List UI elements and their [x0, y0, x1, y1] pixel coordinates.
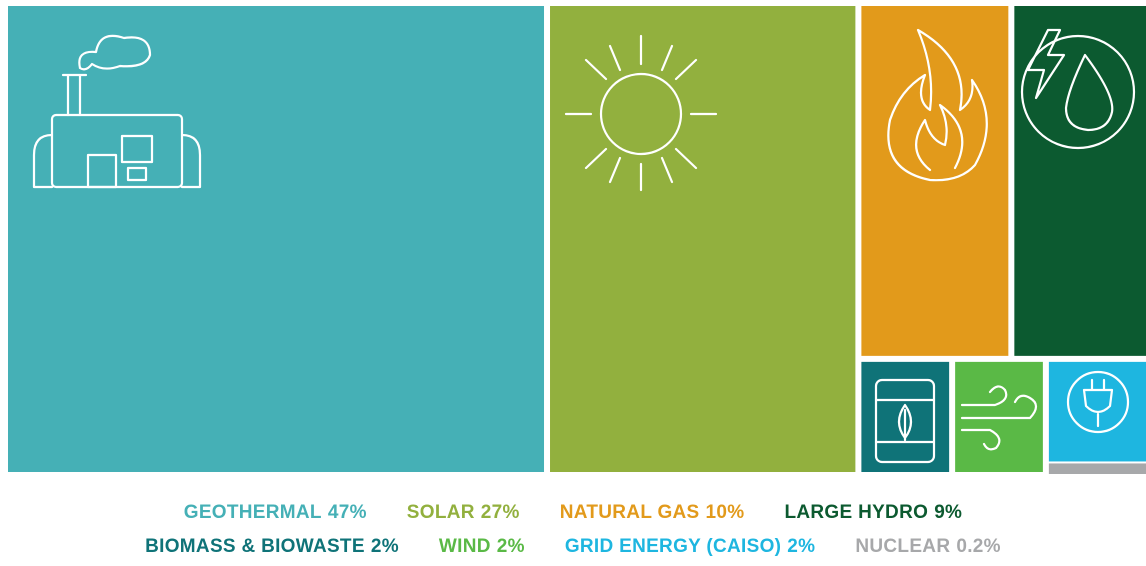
legend-value: 2% [496, 536, 525, 557]
legend-label: NUCLEAR [855, 536, 951, 557]
legend-item: BIOMASS & BIOWASTE 2% [145, 536, 399, 558]
legend-value: 2% [787, 536, 816, 557]
legend-value: 0.2% [956, 536, 1001, 557]
legend-item: WIND 2% [439, 536, 525, 558]
legend-label: LARGE HYDRO [784, 502, 929, 523]
legend-item: SOLAR 27% [407, 502, 520, 524]
legend-label: WIND [438, 536, 491, 557]
tile [861, 361, 950, 472]
legend-label: BIOMASS & BIOWASTE [145, 536, 365, 557]
legend-value: 9% [934, 502, 963, 523]
tile [8, 6, 545, 472]
legend-item: NATURAL GAS 10% [560, 502, 745, 524]
tile [1048, 361, 1146, 462]
legend-value: 2% [370, 536, 399, 557]
legend-value: 27% [480, 502, 520, 523]
legend-label: SOLAR [406, 502, 475, 523]
tile [1048, 463, 1146, 474]
legend-item: LARGE HYDRO 9% [784, 502, 962, 524]
legend-label: GEOTHERMAL [183, 502, 322, 523]
legend-label: NATURAL GAS [559, 502, 700, 523]
legend-item: NUCLEAR 0.2% [855, 536, 1001, 558]
tile [861, 6, 1009, 356]
legend-row: BIOMASS & BIOWASTE 2% WIND 2% GRID ENERGY (C… [0, 536, 1146, 558]
legend-label: GRID ENERGY (CAISO) [564, 536, 782, 557]
legend-value: 10% [705, 502, 745, 523]
tile [550, 6, 856, 472]
treemap [8, 6, 1146, 474]
legend-item: GRID ENERGY (CAISO) 2% [565, 536, 816, 558]
tile [1014, 6, 1146, 356]
legend-item: GEOTHERMAL 47% [184, 502, 367, 524]
legend-row: GEOTHERMAL 47% SOLAR 27% NATURAL GAS 10% LARGE… [0, 502, 1146, 524]
tile [955, 361, 1043, 472]
legend-value: 47% [327, 502, 367, 523]
